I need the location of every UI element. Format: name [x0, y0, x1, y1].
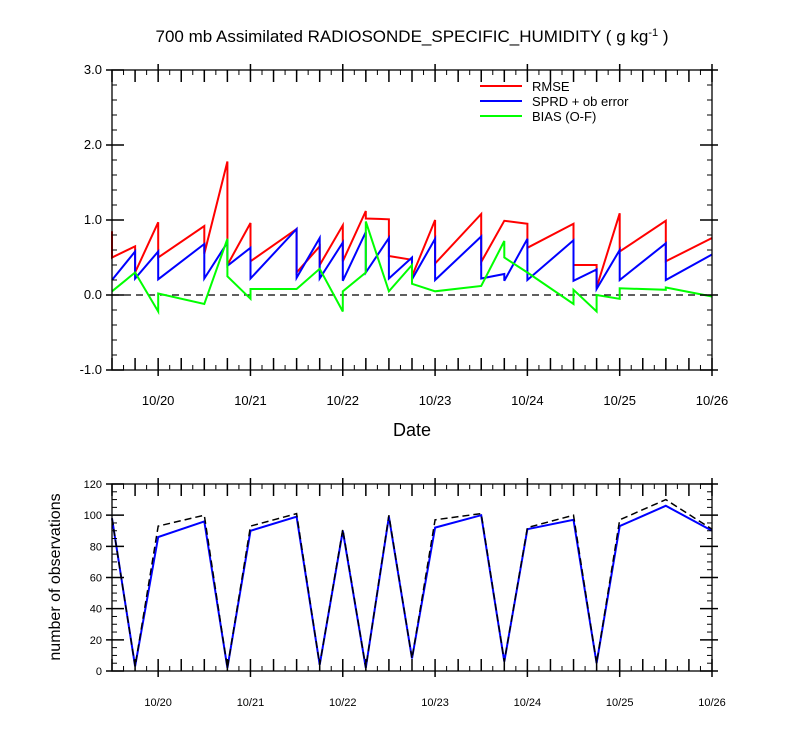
top-y-tick-label: 3.0	[84, 62, 102, 77]
bottom-series-assimilated	[111, 504, 713, 669]
bottom-x-tick-label: 10/21	[237, 697, 265, 709]
bottom-chart-panel: 10/20 10/21 10/22 10/23 10/24 10/25 10/26 0 20 40…	[47, 478, 726, 709]
bottom-x-tick-label: 10/25	[606, 697, 634, 709]
top-x-tick-label: 10/20	[142, 393, 175, 408]
bottom-y-tick-label: 40	[90, 604, 102, 616]
bottom-series-possible	[111, 498, 713, 669]
top-x-tick-label: 10/26	[696, 393, 729, 408]
legend-label-sprd-ob-error: SPRD + ob error	[532, 94, 629, 109]
top-x-tick-label: 10/23	[419, 393, 452, 408]
top-y-tick-label: 1.0	[84, 212, 102, 227]
bottom-x-tick-label: 10/23	[421, 697, 449, 709]
top-series-bias-o-f	[111, 221, 713, 316]
bottom-y-tick-label: 100	[84, 510, 102, 522]
bottom-x-tick-label: 10/22	[329, 697, 357, 709]
legend-label-bias-o-f: BIAS (O-F)	[532, 109, 596, 124]
top-x-tick-label: 10/24	[511, 393, 544, 408]
bottom-y-tick-label: 0	[96, 666, 102, 678]
bottom-y-tick-label: 20	[90, 635, 102, 647]
top-series-sprd-ob-error	[111, 226, 713, 293]
top-y-tick-label: -1.0	[80, 362, 102, 377]
top-series-rmse	[111, 161, 713, 288]
top-y-tick-label: 0.0	[84, 287, 102, 302]
bottom-y-tick-label: 80	[90, 541, 102, 553]
bottom-x-tick-label: 10/24	[514, 697, 542, 709]
top-x-tick-label: 10/21	[234, 393, 267, 408]
chart-title: 700 mb Assimilated RADIOSONDE_SPECIFIC_H…	[156, 27, 669, 46]
top-y-tick-label: 2.0	[84, 137, 102, 152]
bottom-y-tick-label: 60	[90, 573, 102, 585]
legend-label-rmse: RMSE	[532, 79, 570, 94]
x-axis-label: Date	[393, 420, 431, 440]
bottom-x-tick-label: 10/20	[144, 697, 172, 709]
top-x-tick-label: 10/25	[603, 393, 636, 408]
y-axis-label-observations: number of observations	[47, 493, 64, 660]
top-plot-frame	[111, 69, 713, 371]
bottom-plot-frame	[111, 483, 713, 672]
bottom-x-tick-label: 10/26	[698, 697, 726, 709]
top-x-tick-label: 10/22	[326, 393, 359, 408]
top-chart-panel: 10/20 10/21 10/22 10/23 10/24 10/25 10/26 -1.0 0…	[80, 62, 729, 440]
bottom-y-tick-label: 120	[84, 479, 102, 491]
